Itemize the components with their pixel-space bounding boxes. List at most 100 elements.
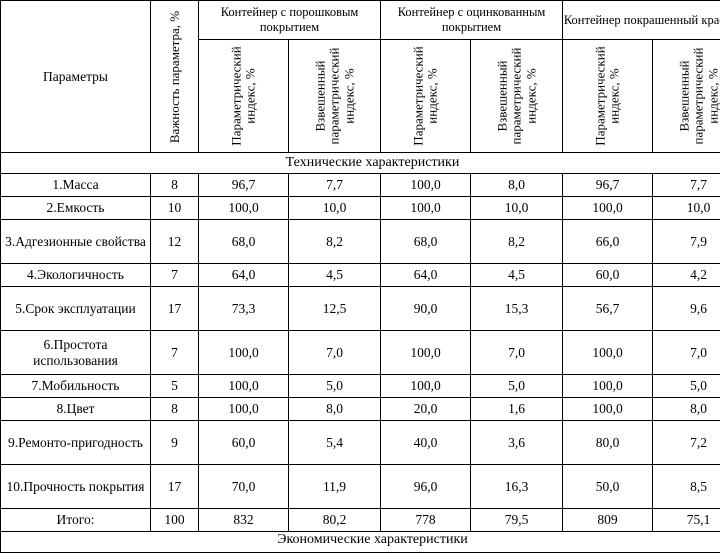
weighted-index-cell: 8,2 [471, 220, 563, 264]
section-tech-header: Технические характеристики [1, 153, 720, 174]
param-index-cell: 64,0 [199, 264, 289, 287]
param-index-cell: 100,0 [199, 375, 289, 398]
param-index-cell: 50,0 [563, 465, 653, 509]
param-index-cell: 66,0 [563, 220, 653, 264]
param-index-cell: 100,0 [381, 174, 471, 197]
weighted-index-cell: 12,5 [289, 287, 381, 331]
param-index-cell: 68,0 [381, 220, 471, 264]
parameter-name: 7.Мобильность [1, 375, 151, 398]
weighted-index-cell: 5,0 [289, 375, 381, 398]
subheader-weighted-index: Взвешенный параметрический индекс, % [471, 40, 563, 153]
importance-value: 17 [151, 287, 199, 331]
subheader-param-index: Параметрический индекс, % [563, 40, 653, 153]
param-index-cell: 96,7 [199, 174, 289, 197]
param-index-cell: 20,0 [381, 398, 471, 421]
param-index-cell: 70,0 [199, 465, 289, 509]
weighted-index-cell: 11,9 [289, 465, 381, 509]
weighted-index-cell: 4,5 [471, 264, 563, 287]
weighted-index-cell: 7,7 [653, 174, 720, 197]
param-index-cell: 100,0 [199, 331, 289, 375]
param-index-cell: 100,0 [199, 398, 289, 421]
subheader-param-index: Параметрический индекс, % [381, 40, 471, 153]
param-index-cell: 100,0 [381, 375, 471, 398]
subheader-weighted-index: Взвешенный параметрический индекс, % [653, 40, 720, 153]
parameter-name: 4.Экологичность [1, 264, 151, 287]
weighted-index-cell: 3,6 [471, 421, 563, 465]
container-header-painted: Контейнер покрашенный краской [563, 1, 720, 40]
param-index-cell: 64,0 [381, 264, 471, 287]
param-index-cell: 100,0 [563, 398, 653, 421]
parameter-name: 5.Срок эксплуатации [1, 287, 151, 331]
param-index-cell: 96,7 [563, 174, 653, 197]
importance-header: Важность параметра, % [151, 1, 199, 153]
subheader-param-index: Параметрический индекс, % [199, 40, 289, 153]
parameter-name: 10.Прочность покрытия [1, 465, 151, 509]
param-index-cell: 90,0 [381, 287, 471, 331]
weighted-index-cell: 8,0 [471, 174, 563, 197]
weighted-index-cell: 8,2 [289, 220, 381, 264]
weighted-index-cell: 10,0 [289, 197, 381, 220]
section-econ-header: Экономические характеристики [1, 532, 720, 553]
weighted-index-cell: 8,5 [653, 465, 720, 509]
param-index-cell: 100,0 [381, 331, 471, 375]
total-cell: 79,5 [471, 509, 563, 532]
param-index-cell: 100,0 [381, 197, 471, 220]
importance-value: 12 [151, 220, 199, 264]
weighted-index-cell: 7,0 [289, 331, 381, 375]
weighted-index-cell: 7,0 [653, 331, 720, 375]
weighted-index-cell: 7,7 [289, 174, 381, 197]
importance-value: 9 [151, 421, 199, 465]
weighted-index-cell: 4,2 [653, 264, 720, 287]
param-index-cell: 100,0 [199, 197, 289, 220]
weighted-index-cell: 7,2 [653, 421, 720, 465]
container-header-galvanized: Контейнер с оцинкованным покрытием [381, 1, 563, 40]
importance-value: 17 [151, 465, 199, 509]
weighted-index-cell: 5,0 [653, 375, 720, 398]
weighted-index-cell: 4,5 [289, 264, 381, 287]
importance-value: 8 [151, 398, 199, 421]
container-header-powder: Контейнер с порошковым покрытием [199, 1, 381, 40]
parameter-name: 8.Цвет [1, 398, 151, 421]
total-cell: 75,1 [653, 509, 720, 532]
parameter-name: 6.Простота использования [1, 331, 151, 375]
importance-value: 7 [151, 331, 199, 375]
importance-label: Важность параметра, % [167, 2, 181, 152]
param-index-cell: 60,0 [199, 421, 289, 465]
param-index-cell: 100,0 [563, 375, 653, 398]
param-index-cell: 100,0 [563, 331, 653, 375]
param-index-cell: 80,0 [563, 421, 653, 465]
param-index-cell: 60,0 [563, 264, 653, 287]
total-label: Итого: [1, 509, 151, 532]
weighted-index-cell: 5,4 [289, 421, 381, 465]
weighted-index-cell: 8,0 [289, 398, 381, 421]
weighted-index-cell: 16,3 [471, 465, 563, 509]
importance-value: 5 [151, 375, 199, 398]
param-index-cell: 40,0 [381, 421, 471, 465]
weighted-index-cell: 15,3 [471, 287, 563, 331]
params-header: Параметры [1, 1, 151, 153]
parameter-name: 1.Масса [1, 174, 151, 197]
total-cell: 809 [563, 509, 653, 532]
param-index-cell: 68,0 [199, 220, 289, 264]
importance-value: 7 [151, 264, 199, 287]
total-cell: 80,2 [289, 509, 381, 532]
weighted-index-cell: 10,0 [471, 197, 563, 220]
weighted-index-cell: 7,9 [653, 220, 720, 264]
total-cell: 778 [381, 509, 471, 532]
subheader-weighted-index: Взвешенный параметрический индекс, % [289, 40, 381, 153]
weighted-index-cell: 5,0 [471, 375, 563, 398]
weighted-index-cell: 10,0 [653, 197, 720, 220]
total-cell: 832 [199, 509, 289, 532]
param-index-cell: 73,3 [199, 287, 289, 331]
weighted-index-cell: 9,6 [653, 287, 720, 331]
